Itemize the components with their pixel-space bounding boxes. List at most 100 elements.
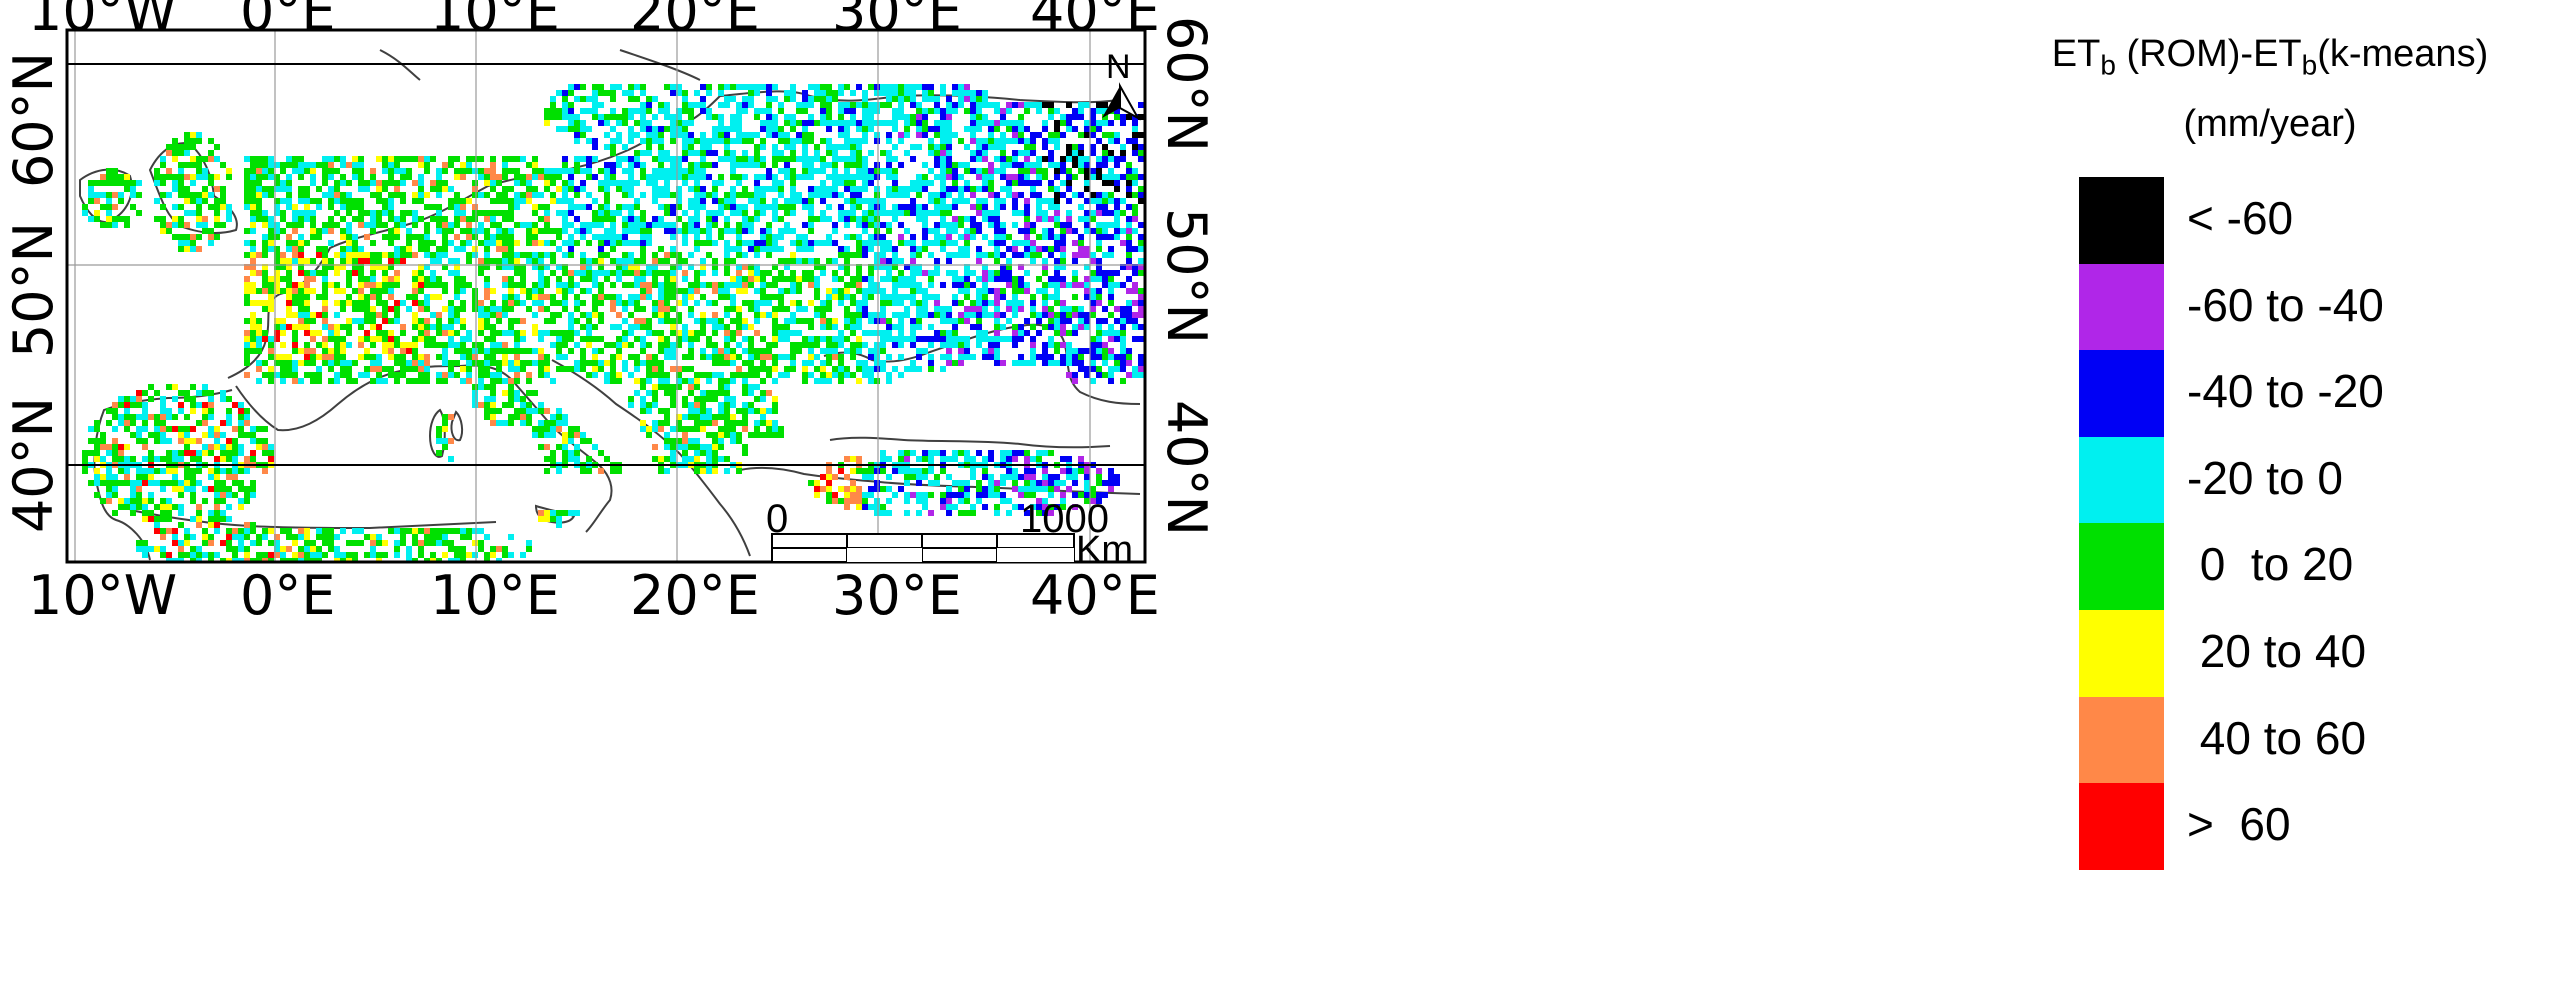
raster-pixel (808, 360, 814, 366)
raster-pixel (460, 282, 466, 288)
raster-pixel (448, 342, 454, 348)
raster-pixel (964, 318, 970, 324)
raster-pixel (862, 312, 868, 318)
raster-pixel (976, 174, 982, 180)
raster-pixel (952, 204, 958, 210)
raster-pixel (868, 468, 874, 474)
raster-pixel (1078, 456, 1084, 462)
raster-pixel (958, 312, 964, 318)
raster-pixel (1006, 156, 1012, 162)
raster-pixel (1018, 168, 1024, 174)
raster-pixel (1120, 114, 1126, 120)
raster-pixel (724, 270, 730, 276)
raster-pixel (760, 276, 766, 282)
raster-pixel (808, 216, 814, 222)
raster-pixel (466, 228, 472, 234)
raster-pixel (556, 366, 562, 372)
raster-pixel (442, 240, 448, 246)
raster-pixel (550, 450, 556, 456)
raster-pixel (1030, 168, 1036, 174)
raster-pixel (250, 270, 256, 276)
raster-pixel (700, 312, 706, 318)
raster-pixel (664, 282, 670, 288)
raster-pixel (802, 108, 808, 114)
raster-pixel (724, 384, 730, 390)
raster-pixel (736, 438, 742, 444)
raster-pixel (616, 324, 622, 330)
raster-pixel (370, 378, 376, 384)
raster-pixel (310, 312, 316, 318)
raster-pixel (886, 210, 892, 216)
raster-pixel (688, 414, 694, 420)
raster-pixel (586, 174, 592, 180)
raster-pixel (970, 156, 976, 162)
raster-pixel (424, 372, 430, 378)
raster-pixel (1006, 246, 1012, 252)
raster-pixel (808, 138, 814, 144)
raster-pixel (370, 252, 376, 258)
raster-pixel (550, 252, 556, 258)
raster-pixel (490, 174, 496, 180)
raster-pixel (844, 348, 850, 354)
raster-pixel (1042, 360, 1048, 366)
raster-pixel (406, 294, 412, 300)
raster-pixel (1126, 174, 1132, 180)
raster-pixel (706, 84, 712, 90)
raster-pixel (856, 156, 862, 162)
raster-pixel (286, 300, 292, 306)
raster-pixel (778, 258, 784, 264)
raster-pixel (1120, 354, 1126, 360)
raster-pixel (418, 156, 424, 162)
raster-pixel (838, 246, 844, 252)
raster-pixel (784, 306, 790, 312)
raster-pixel (742, 408, 748, 414)
raster-pixel (766, 294, 772, 300)
raster-pixel (184, 432, 190, 438)
raster-pixel (772, 132, 778, 138)
raster-pixel (784, 120, 790, 126)
raster-pixel (916, 108, 922, 114)
raster-pixel (742, 150, 748, 156)
raster-pixel (742, 186, 748, 192)
raster-pixel (790, 90, 796, 96)
raster-pixel (1042, 228, 1048, 234)
raster-pixel (604, 168, 610, 174)
raster-pixel (766, 204, 772, 210)
raster-pixel (250, 174, 256, 180)
raster-pixel (850, 162, 856, 168)
raster-pixel (520, 264, 526, 270)
raster-pixel (1126, 312, 1132, 318)
raster-pixel (88, 426, 94, 432)
raster-pixel (280, 354, 286, 360)
raster-pixel (664, 456, 670, 462)
raster-pixel (808, 174, 814, 180)
raster-pixel (1132, 168, 1138, 174)
raster-pixel (598, 336, 604, 342)
raster-pixel (820, 168, 826, 174)
raster-pixel (850, 354, 856, 360)
raster-pixel (1126, 138, 1132, 144)
raster-pixel (700, 258, 706, 264)
raster-pixel (934, 120, 940, 126)
raster-pixel (598, 234, 604, 240)
raster-pixel (1072, 192, 1078, 198)
raster-pixel (940, 162, 946, 168)
raster-pixel (466, 360, 472, 366)
raster-pixel (760, 270, 766, 276)
raster-pixel (820, 180, 826, 186)
raster-pixel (1108, 234, 1114, 240)
raster-pixel (856, 342, 862, 348)
raster-pixel (1108, 270, 1114, 276)
raster-pixel (256, 342, 262, 348)
raster-pixel (514, 336, 520, 342)
raster-pixel (346, 198, 352, 204)
raster-pixel (862, 126, 868, 132)
raster-pixel (1018, 288, 1024, 294)
raster-pixel (850, 252, 856, 258)
raster-pixel (298, 348, 304, 354)
raster-pixel (1006, 300, 1012, 306)
raster-pixel (1030, 132, 1036, 138)
raster-pixel (772, 408, 778, 414)
raster-pixel (910, 234, 916, 240)
raster-pixel (538, 408, 544, 414)
